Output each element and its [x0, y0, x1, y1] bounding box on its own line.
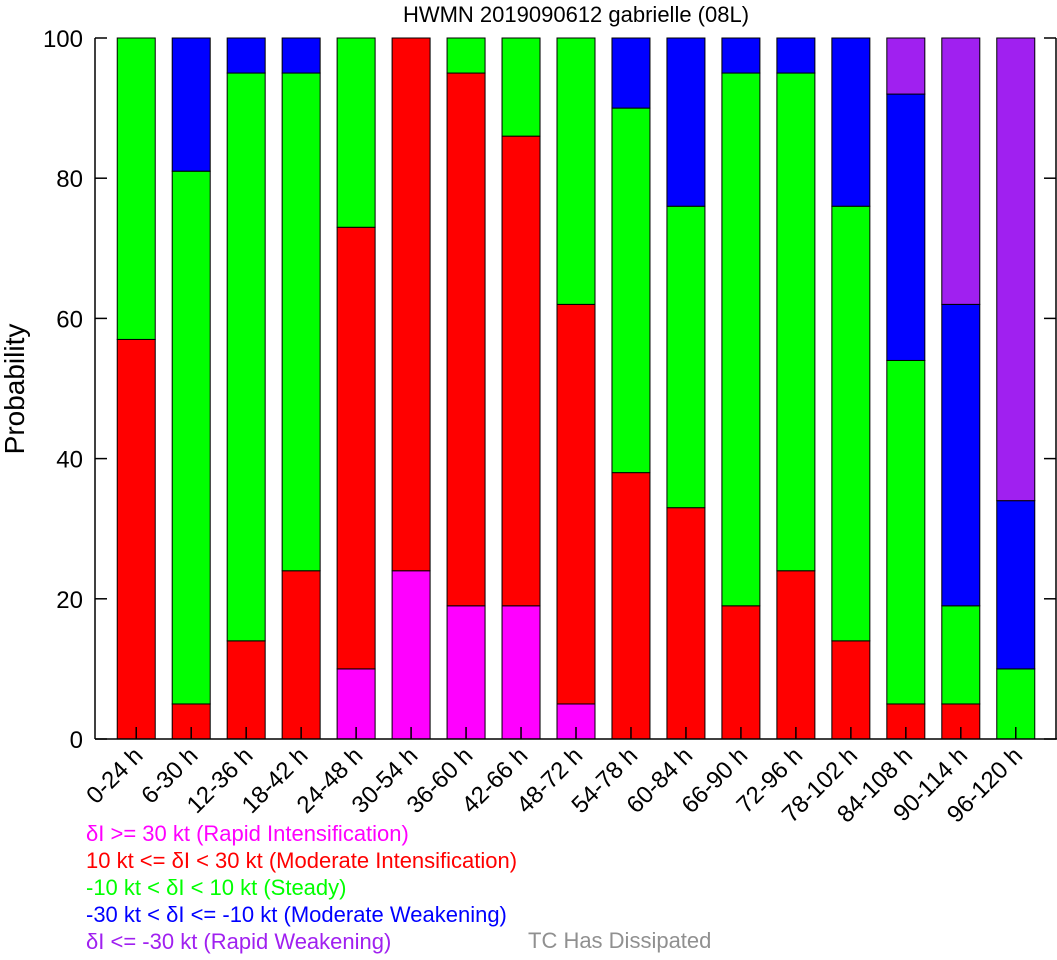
y-tick-label-20: 20: [56, 587, 83, 614]
x-tick-label-0-24-h: 0-24 h: [81, 742, 148, 809]
y-tick-label-0: 0: [70, 727, 83, 754]
bar-0-24-h-steady: [116, 37, 156, 340]
y-tick-label-40: 40: [56, 447, 83, 474]
bar-90-114-h-steady: [941, 605, 981, 705]
bar-78-102-h-steady: [831, 205, 871, 642]
bar-90-114-h-rapid-weakening: [941, 37, 981, 305]
bar-66-90-h-moderate-intensification: [721, 605, 761, 740]
bar-54-78-h-moderate-intensification: [611, 472, 651, 740]
y-axis-label: Probability: [0, 324, 30, 455]
bar-42-66-h-steady: [501, 37, 541, 137]
bar-78-102-h-moderate-weakening: [831, 37, 871, 207]
bar-30-54-h-moderate-intensification: [391, 37, 431, 572]
bar-18-42-h-moderate-weakening: [281, 37, 321, 74]
bar-60-84-h-moderate-weakening: [666, 37, 706, 207]
legend-entry-rapid-intensification: δI >= 30 kt (Rapid Intensification): [86, 821, 409, 846]
bar-60-84-h-moderate-intensification: [666, 507, 706, 740]
bar-66-90-h-steady: [721, 72, 761, 607]
bar-54-78-h-moderate-weakening: [611, 37, 651, 109]
bar-66-90-h-moderate-weakening: [721, 37, 761, 74]
bar-30-54-h-rapid-intensification: [391, 570, 431, 740]
bar-18-42-h-steady: [281, 72, 321, 572]
bar-12-36-h-steady: [226, 72, 266, 642]
bar-48-72-h-steady: [556, 37, 596, 305]
legend-entry-rapid-weakening: δI <= -30 kt (Rapid Weakening): [86, 929, 392, 954]
legend-entry-dissipated: TC Has Dissipated: [528, 928, 712, 953]
legend: δI >= 30 kt (Rapid Intensification) 10 k…: [86, 820, 517, 955]
chart-title: HWMN 2019090612 gabrielle (08L): [403, 2, 749, 27]
legend-entry-moderate-weakening: -30 kt < δI <= -10 kt (Moderate Weakenin…: [86, 902, 507, 927]
bar-84-108-h-steady: [886, 359, 926, 705]
y-tick-label-80: 80: [56, 166, 83, 193]
bar-6-30-h-steady: [171, 170, 211, 705]
bar-84-108-h-rapid-weakening: [886, 37, 926, 95]
bar-90-114-h-moderate-weakening: [941, 303, 981, 607]
bar-84-108-h-moderate-weakening: [886, 93, 926, 361]
bar-24-48-h-moderate-intensification: [336, 226, 376, 670]
bar-72-96-h-moderate-intensification: [776, 570, 816, 740]
bar-0-24-h-moderate-intensification: [116, 338, 156, 740]
bar-36-60-h-rapid-intensification: [446, 605, 486, 740]
bar-48-72-h-moderate-intensification: [556, 303, 596, 705]
legend-entry-steady: -10 kt < δI < 10 kt (Steady): [86, 875, 347, 900]
bars-group: [116, 37, 1036, 740]
bar-72-96-h-moderate-weakening: [776, 37, 816, 74]
bar-54-78-h-steady: [611, 107, 651, 474]
bar-60-84-h-steady: [666, 205, 706, 509]
bar-42-66-h-moderate-intensification: [501, 135, 541, 607]
bar-12-36-h-moderate-intensification: [226, 640, 266, 740]
y-tick-label-60: 60: [56, 306, 83, 333]
bar-78-102-h-moderate-intensification: [831, 640, 871, 740]
bar-72-96-h-steady: [776, 72, 816, 572]
bar-24-48-h-steady: [336, 37, 376, 228]
legend-entry-moderate-intensification: 10 kt <= δI < 30 kt (Moderate Intensific…: [86, 848, 518, 873]
bar-18-42-h-moderate-intensification: [281, 570, 321, 740]
bar-12-36-h-moderate-weakening: [226, 37, 266, 74]
bar-36-60-h-steady: [446, 37, 486, 74]
bar-42-66-h-rapid-intensification: [501, 605, 541, 740]
bar-36-60-h-moderate-intensification: [446, 72, 486, 607]
bar-6-30-h-moderate-weakening: [171, 37, 211, 172]
bar-96-120-h-moderate-weakening: [996, 500, 1036, 670]
y-tick-label-100: 100: [43, 26, 83, 53]
bar-96-120-h-rapid-weakening: [996, 37, 1036, 502]
